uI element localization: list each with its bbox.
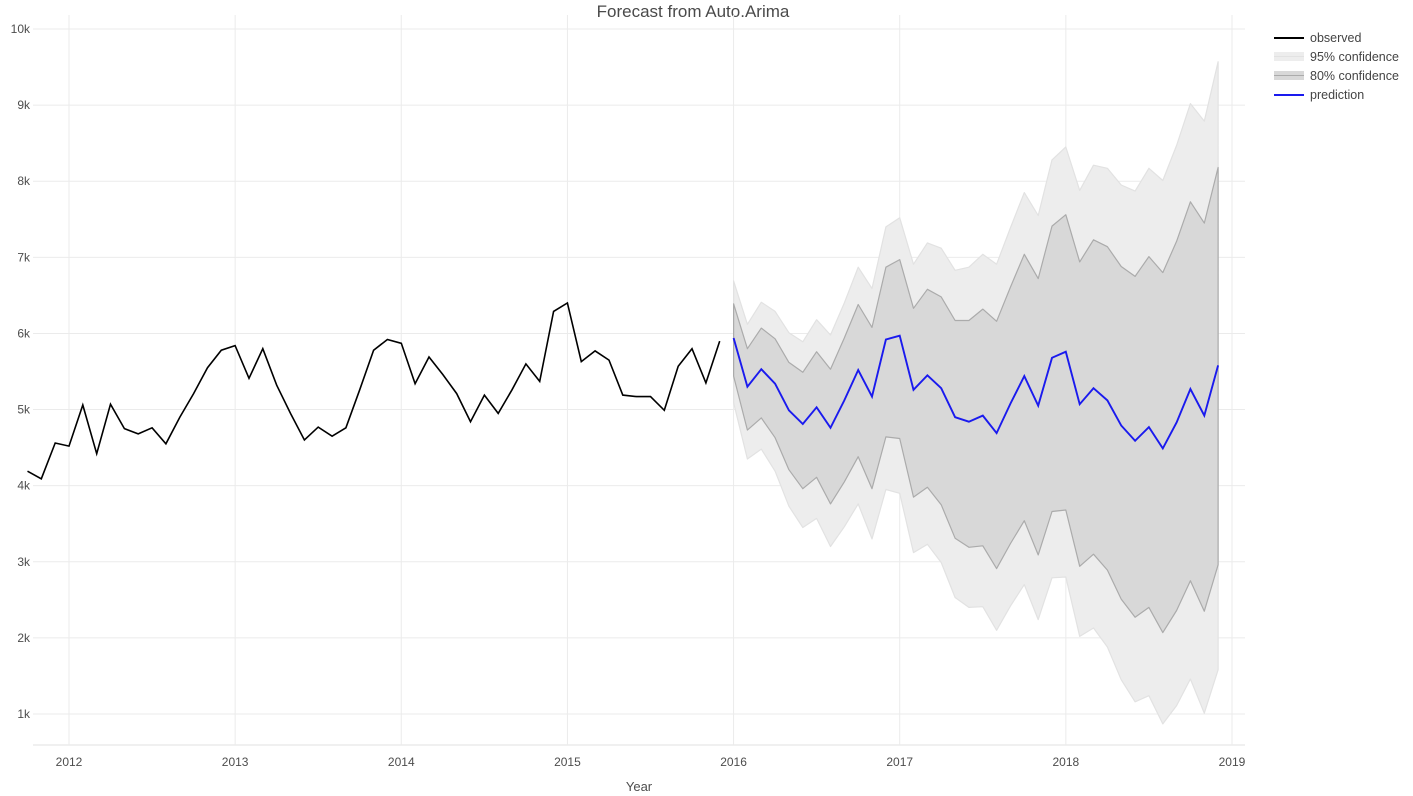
x-tick-label: 2017 <box>886 755 913 769</box>
band-80-confidence[interactable] <box>732 166 1219 634</box>
y-tick-label: 9k <box>17 98 31 112</box>
x-tick-label: 2012 <box>56 755 83 769</box>
legend-band-edge <box>1274 55 1304 58</box>
x-tick-label: 2013 <box>222 755 249 769</box>
legend-label: 80% confidence <box>1310 68 1399 83</box>
y-tick-label: 7k <box>17 250 31 264</box>
legend-label: observed <box>1310 30 1362 45</box>
legend-item-95-confidence[interactable]: 95% confidence <box>1274 50 1399 64</box>
legend-label: 95% confidence <box>1310 49 1399 64</box>
x-tick-label: 2014 <box>388 755 415 769</box>
y-tick-label: 1k <box>17 707 31 721</box>
y-tick-label: 10k <box>11 22 31 36</box>
legend-band-edge <box>1274 74 1304 77</box>
observed-line[interactable] <box>27 301 721 480</box>
y-tick-label: 4k <box>17 479 31 493</box>
y-tick-label: 2k <box>17 631 31 645</box>
y-tick-label: 6k <box>17 326 31 340</box>
y-tick-label: 3k <box>17 555 31 569</box>
legend-item-80-confidence[interactable]: 80% confidence <box>1274 69 1399 83</box>
legend: observed 95% confidence 80% confidence pred… <box>1274 31 1399 102</box>
x-tick-label: 2015 <box>554 755 581 769</box>
y-tick-label: 5k <box>17 403 31 417</box>
x-tick-label: 2016 <box>720 755 747 769</box>
x-axis-title: Year <box>625 779 653 794</box>
legend-label: prediction <box>1310 87 1365 102</box>
legend-line-swatch <box>1274 36 1304 39</box>
legend-item-prediction[interactable]: prediction <box>1274 88 1399 102</box>
legend-band-swatch <box>1274 52 1304 62</box>
prediction-line[interactable] <box>732 334 1220 451</box>
x-tick-label: 2019 <box>1219 755 1246 769</box>
x-tick-label: 2018 <box>1052 755 1079 769</box>
chart-title: Forecast from Auto.Arima <box>596 2 790 21</box>
legend-item-observed[interactable]: observed <box>1274 31 1399 45</box>
legend-line-swatch <box>1274 93 1304 96</box>
legend-band-swatch <box>1274 71 1304 81</box>
y-tick-label: 8k <box>17 174 31 188</box>
